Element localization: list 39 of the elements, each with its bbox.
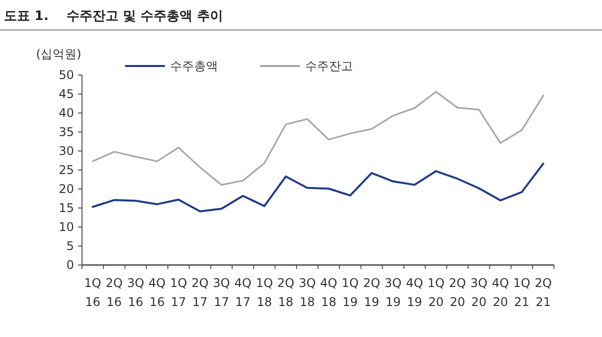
x-tick-label: 1Q 21	[513, 276, 530, 309]
x-tick-label: 4Q 20	[492, 276, 509, 309]
y-tick-label: 20	[58, 182, 74, 196]
x-tick-label: 1Q 18	[256, 276, 273, 309]
x-tick-label: 2Q 17	[191, 276, 209, 309]
y-tick-label: 25	[58, 163, 74, 178]
x-tick-label: 3Q 20	[470, 276, 488, 309]
x-tick-label: 1Q 19	[342, 276, 359, 309]
chart-title: 도표 1. 수주잔고 및 수주총액 추이	[4, 9, 224, 24]
x-tick-label: 2Q 18	[277, 276, 294, 309]
y-tick-label: 15	[58, 201, 74, 216]
x-tick-label: 2Q 20	[448, 276, 466, 309]
x-tick-label: 1Q 16	[84, 276, 102, 309]
legend-label: 수주잔고	[305, 59, 353, 73]
y-tick-label: 50	[58, 68, 74, 82]
x-tick-label: 4Q 16	[148, 276, 166, 309]
y-tick-label: 35	[58, 125, 74, 140]
x-tick-label: 3Q 16	[127, 276, 144, 309]
x-tick-label: 4Q 17	[234, 276, 252, 309]
x-tick-label: 3Q 18	[298, 276, 316, 309]
y-tick-label: 30	[58, 144, 74, 158]
x-tick-label: 4Q 18	[320, 276, 338, 309]
y-tick-label: 40	[58, 106, 74, 120]
x-tick-label: 2Q 21	[534, 276, 552, 309]
x-tick-label: 3Q 17	[212, 276, 230, 309]
y-tick-label: 0	[66, 258, 74, 272]
line-series	[92, 90, 544, 186]
legend-label: 수주총액	[170, 59, 218, 73]
line-series	[92, 162, 544, 212]
y-tick-label: 5	[66, 239, 74, 254]
x-tick-label: 1Q 17	[170, 276, 188, 309]
x-tick-label: 1Q 20	[427, 276, 445, 309]
x-tick-label: 2Q 19	[363, 276, 380, 309]
y-axis-title: (십억원)	[36, 47, 82, 61]
y-tick-label: 45	[58, 87, 74, 102]
x-tick-label: 2Q 16	[106, 276, 123, 309]
y-tick-label: 10	[58, 220, 74, 234]
x-tick-label: 3Q 19	[384, 276, 402, 309]
x-tick-label: 4Q 19	[406, 276, 424, 309]
